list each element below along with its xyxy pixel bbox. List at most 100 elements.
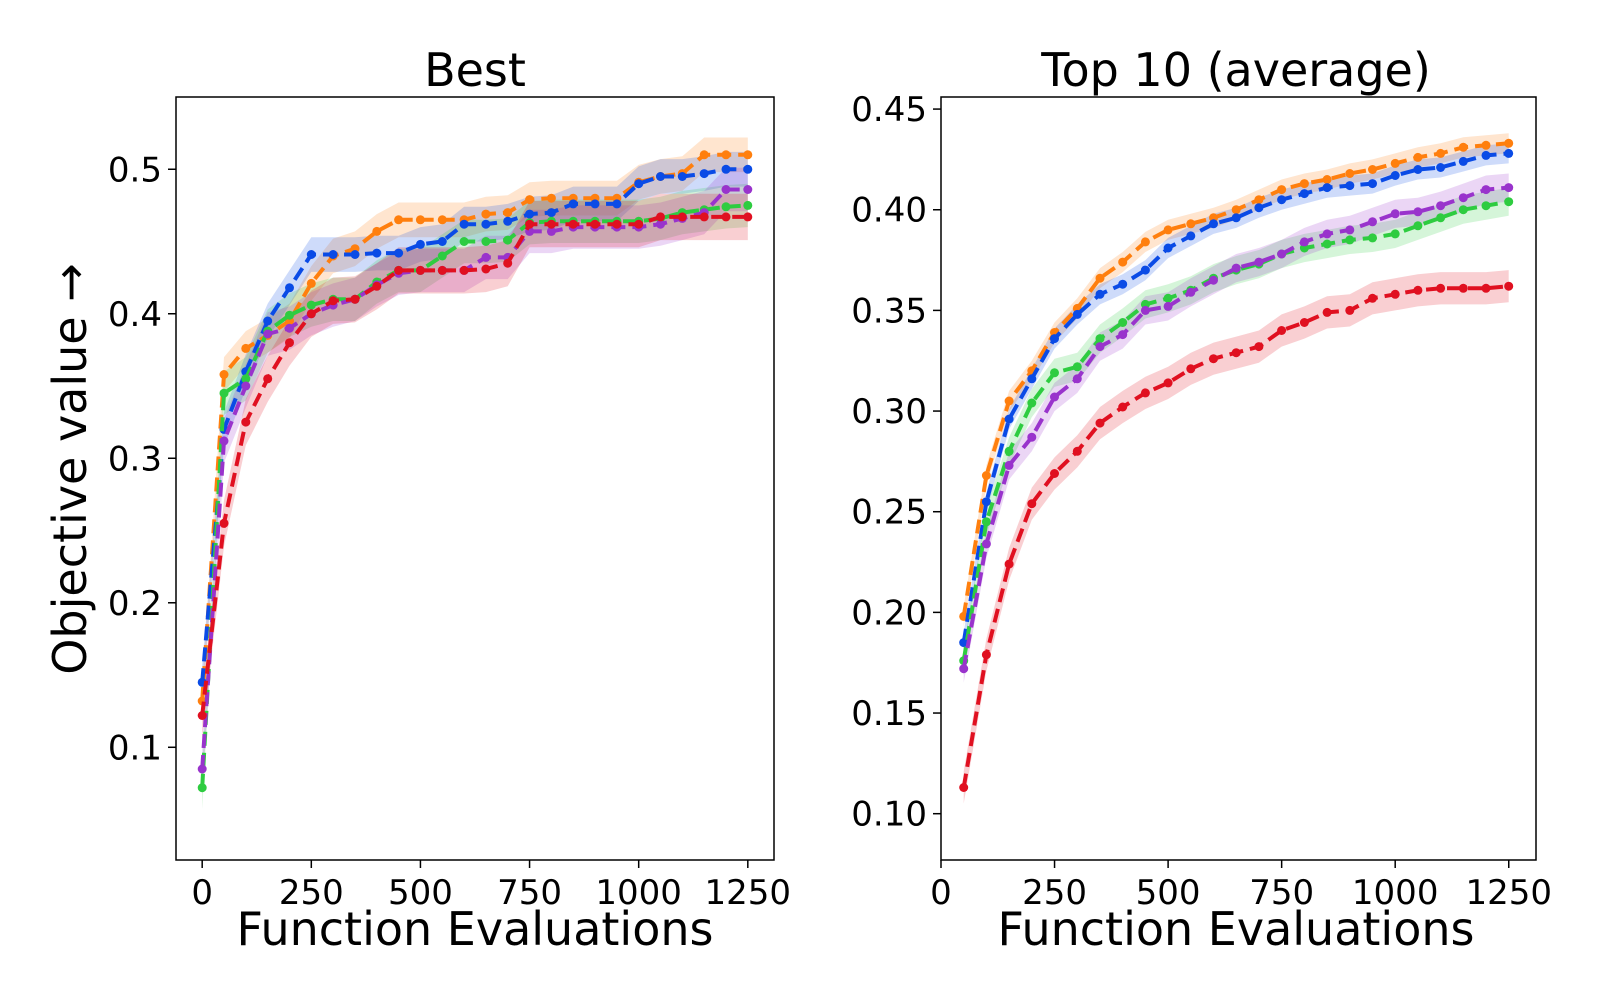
series-3-point bbox=[1231, 263, 1241, 273]
series-0-point bbox=[241, 343, 251, 353]
series-1-point bbox=[656, 172, 665, 181]
series-4-point bbox=[219, 518, 229, 528]
series-3-point bbox=[1504, 183, 1514, 193]
series-0-point bbox=[699, 150, 709, 160]
series-4-point bbox=[981, 650, 991, 660]
series-4-point bbox=[1231, 348, 1241, 358]
x-axis-label: Function Evaluations bbox=[237, 902, 714, 956]
series-1-point bbox=[1277, 195, 1287, 205]
series-4-point bbox=[1050, 469, 1059, 478]
series-4-point bbox=[1390, 289, 1400, 299]
x-tick-label: 250 bbox=[1022, 873, 1087, 913]
y-tick-label: 0.5 bbox=[108, 150, 162, 190]
series-3-point bbox=[481, 252, 491, 262]
series-1-point bbox=[1231, 213, 1241, 223]
series-3-point bbox=[1209, 275, 1218, 285]
series-0-point bbox=[1458, 142, 1468, 152]
x-tick-label: 1000 bbox=[1352, 873, 1439, 913]
series-2-point bbox=[1322, 239, 1332, 249]
series-3-point bbox=[1254, 257, 1264, 267]
series-2-point bbox=[1436, 213, 1446, 223]
series-3-point bbox=[1140, 305, 1150, 315]
series-1-point bbox=[1458, 156, 1468, 166]
series-1-point bbox=[677, 172, 687, 181]
x-tick-label: 250 bbox=[279, 873, 344, 913]
series-1-point bbox=[1209, 219, 1218, 229]
series-1-point bbox=[1390, 171, 1400, 180]
series-1-point bbox=[415, 239, 425, 249]
series-0-point bbox=[415, 215, 425, 225]
series-1-point bbox=[959, 638, 969, 648]
series-3-point bbox=[1072, 374, 1082, 384]
x-tick-label: 750 bbox=[497, 873, 562, 913]
series-3-point bbox=[1390, 209, 1400, 219]
series-1-point bbox=[634, 179, 644, 189]
series-4-point bbox=[959, 783, 969, 792]
y-tick-label: 0.35 bbox=[851, 291, 927, 331]
series-3-point bbox=[1163, 301, 1173, 311]
series-1-point bbox=[590, 199, 600, 209]
series-1-point bbox=[263, 316, 273, 326]
series-4-point bbox=[285, 338, 294, 348]
series-1-point bbox=[372, 248, 382, 258]
series-4-point bbox=[1254, 342, 1264, 352]
series-4-point bbox=[241, 417, 251, 427]
series-0-point bbox=[721, 150, 731, 160]
series-1-point bbox=[568, 199, 578, 209]
series-1-point bbox=[1345, 181, 1355, 191]
series-1-point bbox=[612, 199, 622, 209]
x-tick-label: 1250 bbox=[705, 873, 792, 913]
series-2-point bbox=[1458, 205, 1468, 215]
series-0-point bbox=[372, 226, 382, 236]
series-0-point bbox=[1140, 237, 1150, 247]
series-3-point bbox=[959, 664, 969, 674]
series-4-point bbox=[1163, 378, 1173, 388]
y-axis-label: Objective value → bbox=[43, 263, 97, 675]
series-4-point bbox=[1481, 283, 1491, 293]
series-4-point bbox=[721, 212, 731, 222]
series-2-point bbox=[285, 310, 294, 320]
y-tick-label: 0.25 bbox=[851, 493, 927, 533]
x-axis-label: Function Evaluations bbox=[998, 902, 1475, 956]
series-1-point bbox=[1004, 414, 1014, 424]
series-0-point bbox=[1277, 185, 1287, 195]
chart-best: Best Function Evaluations 0 250 500 750 1000… bbox=[108, 43, 791, 956]
series-1-point bbox=[525, 209, 535, 219]
series-3-point bbox=[1050, 392, 1059, 402]
x-tick-label: 1000 bbox=[595, 873, 682, 913]
series-4-point bbox=[1322, 307, 1332, 317]
series-3-point bbox=[1095, 342, 1105, 352]
series-0-point bbox=[546, 193, 556, 203]
series-0-point bbox=[219, 370, 229, 379]
series-3-confidence-band bbox=[202, 167, 748, 791]
series-4-point bbox=[656, 212, 665, 222]
series-1-point bbox=[1299, 189, 1309, 199]
series-2-point bbox=[437, 251, 447, 261]
y-tick-label: 0.20 bbox=[851, 593, 927, 633]
series-4-point bbox=[459, 265, 469, 275]
series-3-point bbox=[263, 329, 273, 339]
series-2-point bbox=[1504, 197, 1514, 207]
series-1-point bbox=[1186, 231, 1196, 241]
y-tick-label: 0.15 bbox=[851, 694, 927, 734]
series-1-point bbox=[459, 219, 469, 229]
series-0-point bbox=[306, 278, 316, 288]
series-2-point bbox=[459, 237, 469, 246]
series-0-point bbox=[1254, 195, 1264, 205]
series-4-point bbox=[481, 264, 491, 274]
series-0-point bbox=[1299, 179, 1309, 189]
series-1-point bbox=[1095, 289, 1105, 299]
series-0-point bbox=[981, 471, 991, 480]
series-0-point bbox=[1390, 158, 1400, 168]
series-4-point bbox=[1072, 446, 1082, 456]
chart-title: Top 10 (average) bbox=[1040, 43, 1431, 97]
series-1-point bbox=[1140, 265, 1150, 275]
series-2-point bbox=[1345, 235, 1355, 245]
series-0-point bbox=[1186, 219, 1196, 229]
series-4-point bbox=[568, 219, 578, 229]
series-3-point bbox=[1345, 225, 1355, 235]
series-0-point bbox=[1413, 152, 1423, 162]
series-1-point bbox=[1322, 183, 1332, 193]
x-tick-label: 1250 bbox=[1465, 873, 1552, 913]
series-3-confidence-band bbox=[963, 173, 1509, 683]
